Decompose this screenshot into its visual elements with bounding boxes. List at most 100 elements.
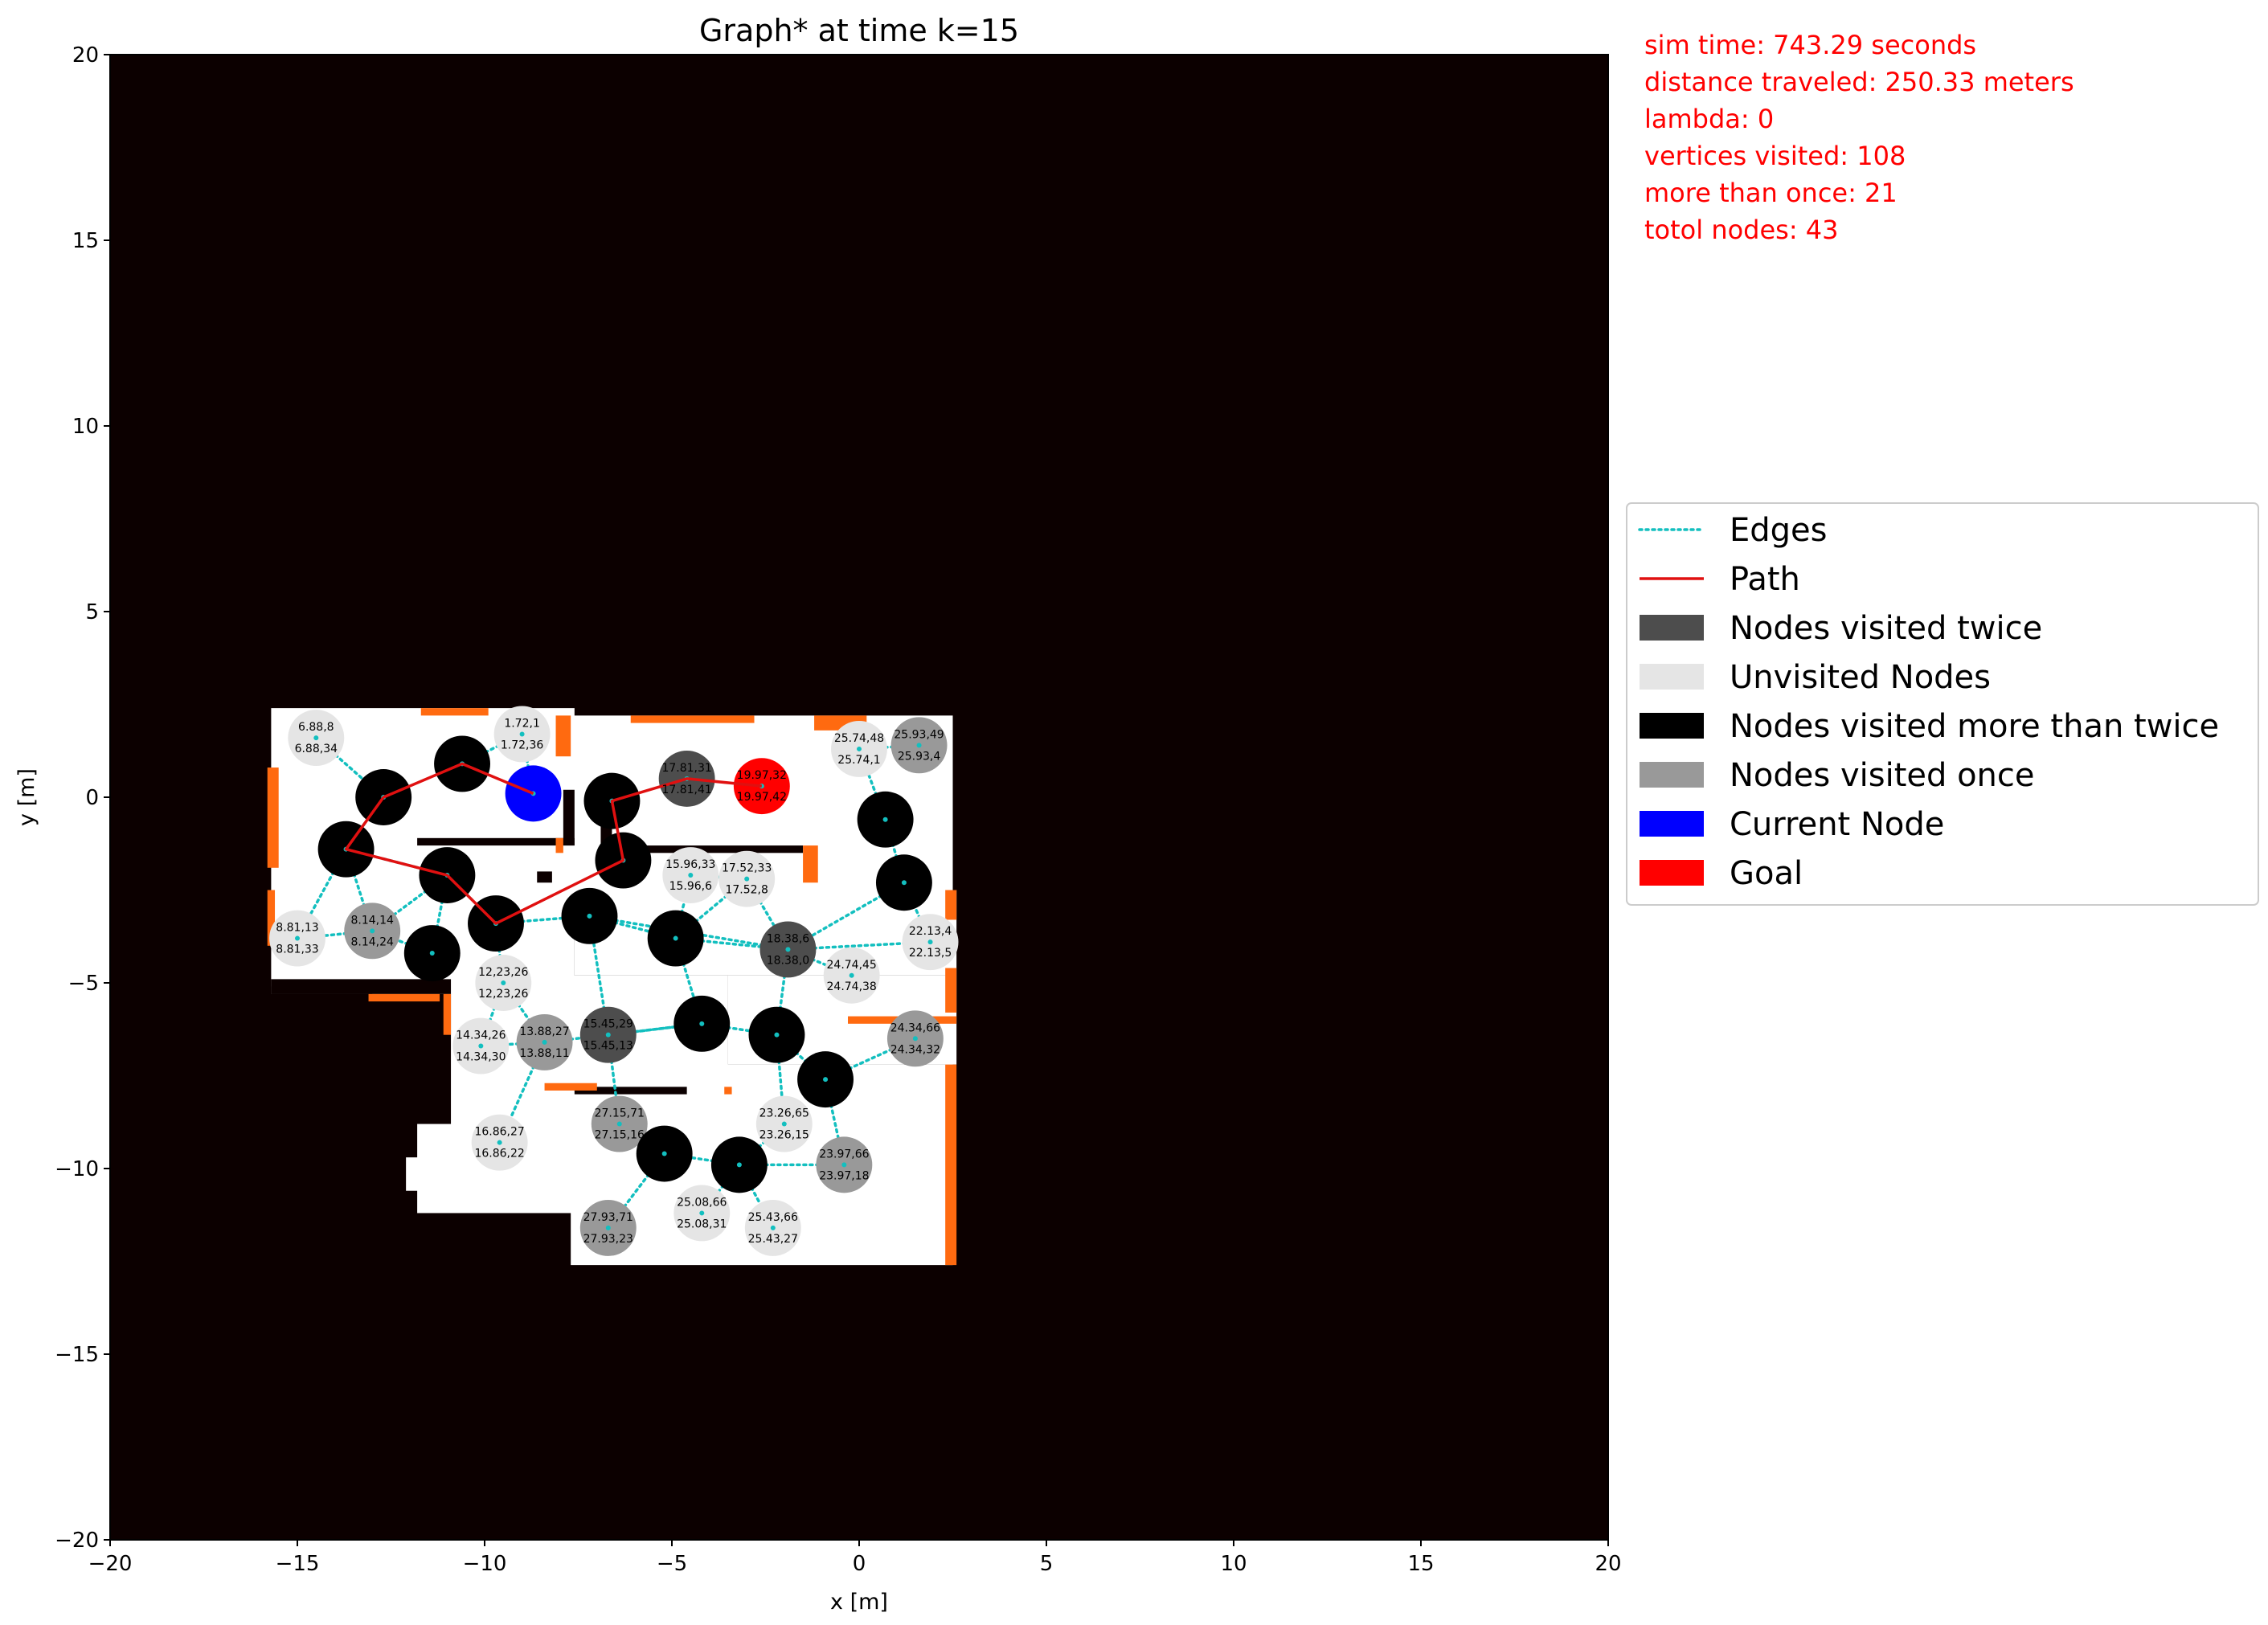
node-center-marker [519,731,525,737]
x-tick-label: −5 [657,1552,687,1576]
legend-swatch-once [1640,762,1704,788]
node-label: 8.14,24 [350,935,394,948]
node-center-marker [785,947,791,952]
y-tick-label: −5 [68,972,99,996]
node-center-marker [370,928,375,934]
legend-label: Nodes visited more than twice [1730,708,2219,745]
legend-swatch-current [1640,811,1704,837]
x-tick-label: 5 [1040,1552,1054,1576]
node-center-marker [849,972,854,978]
info-annotation: lambda: 0 [1644,104,1774,134]
node-center-marker [478,1043,484,1049]
node-label: 16.86,27 [474,1126,524,1139]
node-label: 12,23,26 [478,988,528,1001]
chart-title: Graph* at time k=15 [699,13,1019,48]
y-tick-label: −20 [55,1529,99,1553]
node-center-marker [605,1032,611,1038]
y-tick-label: 0 [85,786,99,810]
obstacle-boundary [724,1087,732,1095]
obstacle-boundary [555,715,571,757]
node-label: 25.43,27 [748,1233,798,1246]
obstacle-boundary [803,845,818,883]
node-label: 27.15,16 [595,1129,645,1142]
y-tick-label: 5 [85,600,99,624]
obstacle-boundary [368,993,440,1002]
node-center-marker [616,1121,622,1127]
graph-edge [479,981,506,1048]
free-space-region [406,1157,425,1191]
node-label: 22.13,5 [909,947,952,960]
node-label: 15.96,33 [665,858,715,871]
node-center-marker [501,980,506,985]
node-center-marker [841,1162,847,1168]
legend-swatch-unvisited [1640,664,1704,690]
obstacle-boundary [945,968,957,1013]
node-center-marker [313,735,319,741]
node-center-marker [497,1140,502,1145]
graph-edge [461,732,524,766]
node-label: 6.88,8 [298,721,334,734]
legend-swatch-more-than-twice [1640,713,1704,739]
graph-edge [587,915,790,952]
info-annotation: more than once: 21 [1644,178,1898,208]
node-label: 25.08,66 [677,1196,727,1209]
node-label: 24.34,32 [890,1043,940,1056]
node-label: 27.93,71 [583,1211,633,1224]
node-label: 19.97,32 [737,769,787,782]
node-center-marker [781,1121,787,1127]
node-center-marker [882,817,888,822]
info-annotation: sim time: 743.29 seconds [1644,30,1976,60]
node-label: 13.88,27 [519,1025,569,1038]
node-center-marker [699,1021,705,1026]
node-label: 12,23,26 [478,966,528,979]
node-center-marker [857,746,862,751]
info-annotation: distance traveled: 250.33 meters [1644,67,2074,97]
node-label: 1.72,36 [501,739,544,751]
unknown-region [271,979,452,994]
node-label: 17.81,41 [661,784,711,796]
node-label: 23.97,18 [819,1169,869,1182]
graph-nodes: 6.88,8 6.88,34 1.72,1 1.72,36 17.81,31 17.81,… [269,706,959,1256]
node-center-marker [770,1225,776,1230]
legend-label: Path [1730,561,1800,598]
obstacle-boundary [443,993,452,1035]
node-label: 17.52,8 [725,884,768,897]
x-tick-label: −20 [88,1552,133,1576]
path-line [344,762,763,925]
info-annotation: vertices visited: 108 [1644,141,1906,171]
node-label: 16.86,22 [474,1148,524,1160]
legend-frame [1626,502,2259,906]
legend-label: Nodes visited twice [1730,610,2042,647]
x-tick-label: −15 [276,1552,320,1576]
node-label: 25.74,48 [834,732,884,745]
x-tick-label: 0 [853,1552,866,1576]
legend-swatch-twice [1640,615,1704,641]
node-label: 15.45,13 [583,1040,633,1053]
node-label: 8.81,33 [276,943,318,956]
wall-segment [627,845,804,853]
node-center-marker [823,1077,829,1083]
node-center-marker [901,880,907,886]
node-label: 25.74,1 [837,754,880,767]
node-center-marker [744,876,750,882]
node-label: 22.13,4 [909,925,952,938]
x-tick-label: 20 [1595,1552,1621,1576]
node-label: 17.81,31 [661,762,711,775]
node-label: 18.38,6 [767,932,810,945]
obstacle-boundary [420,708,489,716]
obstacle-boundary [630,715,755,723]
node-center-marker [736,1162,742,1168]
wall-segment [417,837,575,846]
node-label: 27.15,71 [595,1107,645,1120]
node-label: 24.74,45 [827,959,877,972]
node-label: 8.14,14 [350,914,394,927]
node-label: 15.45,29 [583,1018,633,1031]
node-label: 27.93,23 [583,1233,633,1246]
node-center-marker [661,1151,667,1156]
wall-segment [537,871,552,883]
node-center-marker [688,873,694,878]
node-center-marker [673,935,678,941]
node-label: 17.52,33 [722,862,772,875]
x-tick-label: 10 [1220,1552,1247,1576]
